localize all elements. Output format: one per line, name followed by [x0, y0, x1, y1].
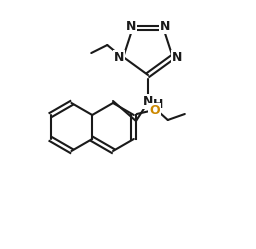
Text: N: N: [125, 20, 136, 33]
Text: N: N: [160, 20, 170, 33]
Text: O: O: [150, 104, 160, 117]
Text: N: N: [172, 51, 182, 63]
Text: N: N: [114, 51, 124, 63]
Text: H: H: [153, 98, 163, 111]
Text: N: N: [143, 95, 153, 108]
